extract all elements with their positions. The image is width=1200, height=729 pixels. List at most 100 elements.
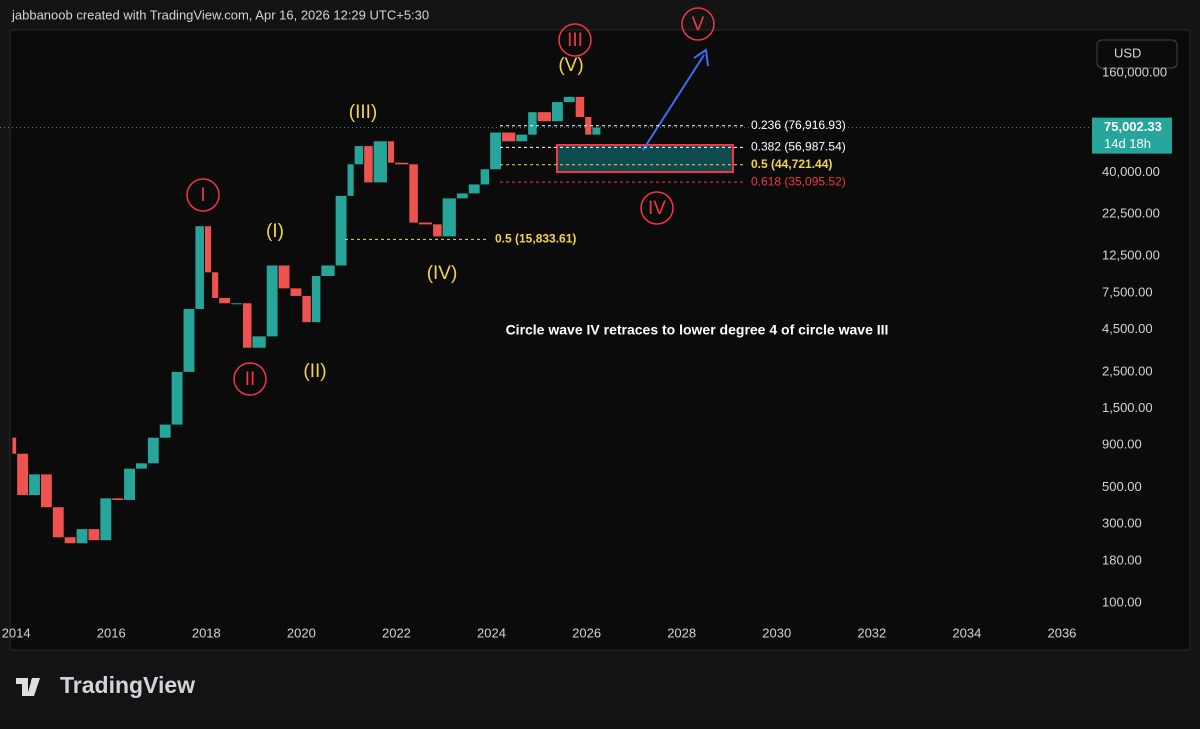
candle	[537, 112, 551, 122]
wave-label: II	[245, 369, 256, 390]
candle	[551, 102, 563, 122]
candle	[242, 303, 252, 348]
x-tick-label: 2028	[667, 625, 696, 640]
wave-circle	[186, 178, 220, 212]
candle	[321, 265, 335, 277]
candle	[212, 272, 219, 298]
wave-circle	[233, 362, 267, 396]
logo	[16, 678, 40, 696]
currency-button-box[interactable]	[1096, 39, 1178, 69]
y-tick-label: 180.00	[1102, 552, 1142, 567]
y-tick-label: 160,000.00	[1102, 65, 1167, 80]
x-tick-label: 2036	[1047, 625, 1076, 640]
candle	[76, 529, 88, 544]
y-tick-label: 1,500.00	[1102, 400, 1153, 415]
header: jabbanoob created with TradingView.com, …	[11, 7, 429, 22]
annotation: Circle wave IV retraces to lower degree …	[506, 322, 889, 338]
y-tick-label: 22,500.00	[1102, 206, 1160, 221]
candle	[278, 265, 290, 289]
wave-circle	[681, 7, 715, 41]
wave-circle	[558, 23, 592, 57]
wave-label: V	[692, 14, 705, 35]
wave-label: (IV)	[427, 263, 458, 284]
wave-label: IV	[648, 198, 666, 219]
candle	[456, 193, 468, 199]
candle	[563, 96, 575, 103]
price-tag-countdown: 14d 18h	[1104, 136, 1151, 151]
candle	[17, 453, 29, 496]
candle	[147, 437, 159, 464]
y-tick-label: 7,500.00	[1102, 284, 1153, 299]
price-tag	[1092, 117, 1172, 154]
candle	[171, 371, 183, 425]
wave-circle	[640, 191, 674, 225]
x-tick-label: 2026	[572, 625, 601, 640]
candle	[575, 96, 585, 117]
candle	[159, 424, 171, 438]
x-tick-label: 2032	[857, 625, 886, 640]
projection-arrow	[642, 54, 705, 151]
candle	[354, 146, 364, 165]
wave-label: (V)	[558, 55, 583, 76]
candle	[231, 303, 242, 305]
wave-label: (I)	[266, 221, 284, 242]
candle	[490, 132, 502, 170]
candle	[335, 195, 347, 266]
candle	[252, 336, 266, 348]
candle	[502, 132, 516, 142]
candle	[311, 276, 321, 323]
candle	[64, 537, 76, 544]
candle	[395, 162, 409, 165]
y-tick-label: 40,000.00	[1102, 164, 1160, 179]
candle	[468, 184, 480, 194]
candle	[418, 222, 433, 225]
candle	[585, 116, 592, 135]
y-tick-label: 500.00	[1102, 479, 1142, 494]
candle	[480, 169, 490, 185]
candle	[52, 507, 64, 538]
y-tick-label: 4,500.00	[1102, 321, 1153, 336]
candle	[433, 224, 442, 237]
candle	[528, 112, 537, 135]
x-tick-label: 2018	[192, 625, 221, 640]
candle	[40, 474, 52, 508]
wave-label: (III)	[349, 102, 378, 123]
x-tick-label: 2024	[477, 625, 506, 640]
candle	[266, 265, 278, 337]
fib-label: 0.618 (35,095.52)	[751, 174, 846, 188]
x-tick-label: 2022	[382, 625, 411, 640]
x-tick-label: 2014	[2, 625, 31, 640]
candle	[136, 463, 147, 469]
y-tick-label: 900.00	[1102, 437, 1142, 452]
fib-label: 0.382 (56,987.54)	[751, 140, 846, 154]
candle	[302, 295, 311, 323]
fib-label: 0.5 (44,721.44)	[751, 157, 832, 171]
candle	[124, 468, 136, 501]
wave-label: I	[200, 185, 205, 206]
y-tick-label: 2,500.00	[1102, 363, 1153, 378]
candle	[516, 134, 528, 142]
candle	[195, 226, 204, 310]
x-tick-label: 2030	[762, 625, 791, 640]
candle	[12, 437, 17, 454]
price-tag-value: 75,002.33	[1104, 119, 1162, 134]
x-tick-label: 2034	[952, 625, 981, 640]
footer-logo: TradingView	[60, 672, 195, 698]
candle	[387, 141, 395, 163]
currency-button[interactable]: USD	[1114, 45, 1141, 60]
candle	[347, 164, 354, 196]
x-tick-label: 2020	[287, 625, 316, 640]
candle	[219, 297, 231, 304]
candle	[409, 164, 418, 223]
wave-label: III	[567, 30, 583, 51]
wave-label: (II)	[303, 361, 326, 382]
y-tick-label: 300.00	[1102, 516, 1142, 531]
target-box	[556, 144, 734, 173]
candle	[29, 474, 40, 496]
candle	[183, 309, 195, 372]
fib-label: 0.5 (15,833.61)	[495, 231, 576, 245]
candle	[204, 226, 212, 273]
candle	[100, 498, 112, 541]
x-tick-label: 2016	[97, 625, 126, 640]
